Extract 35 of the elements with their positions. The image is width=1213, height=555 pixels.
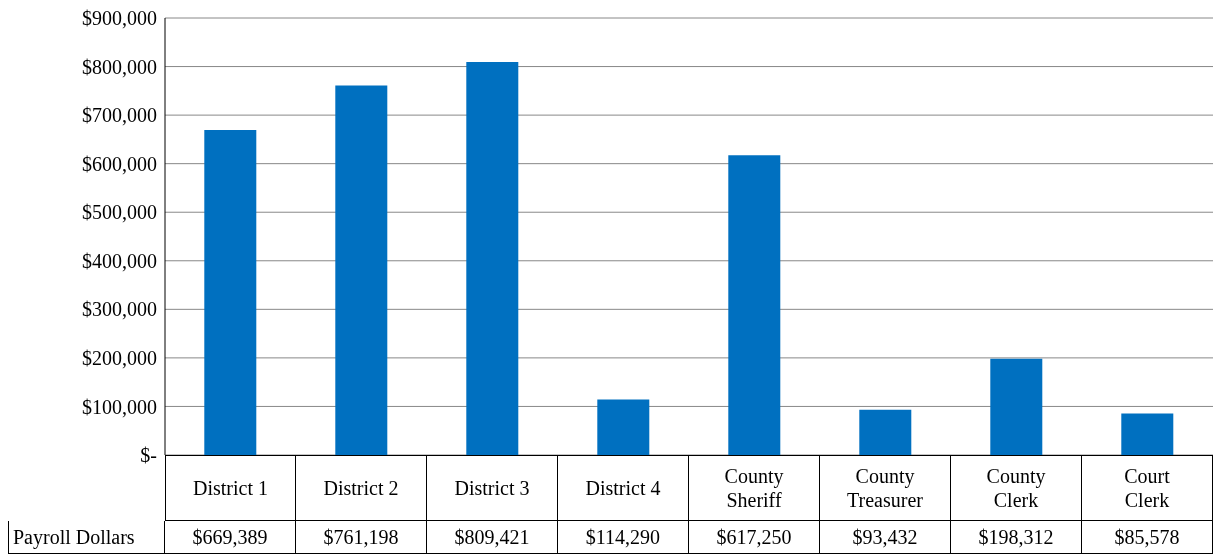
y-tick-label: $500,000 bbox=[82, 201, 157, 224]
data-label: $85,578 bbox=[1082, 521, 1213, 554]
x-tick-label: County Clerk bbox=[951, 455, 1082, 521]
bar bbox=[597, 399, 650, 455]
y-tick-label: $900,000 bbox=[82, 7, 157, 30]
bar bbox=[990, 358, 1043, 455]
y-tick-label: $800,000 bbox=[82, 55, 157, 78]
x-tick-label: District 4 bbox=[558, 455, 689, 521]
y-tick-label: $- bbox=[140, 444, 157, 467]
data-label: $114,290 bbox=[558, 521, 689, 554]
bar bbox=[466, 61, 519, 455]
y-tick-label: $200,000 bbox=[82, 346, 157, 369]
x-tick-label: District 1 bbox=[165, 455, 296, 521]
bar bbox=[335, 85, 388, 455]
y-tick-label: $400,000 bbox=[82, 249, 157, 272]
bar bbox=[859, 409, 912, 455]
text: Payroll Dollars bbox=[8, 521, 165, 554]
x-tick-label: Court Clerk bbox=[1082, 455, 1213, 521]
x-tick-label: County Sheriff bbox=[689, 455, 820, 521]
data-label: $617,250 bbox=[689, 521, 820, 554]
y-tick-label: $100,000 bbox=[82, 395, 157, 418]
data-label: $93,432 bbox=[820, 521, 951, 554]
data-label: $198,312 bbox=[951, 521, 1082, 554]
data-label: $809,421 bbox=[427, 521, 558, 554]
data-label: $669,389 bbox=[165, 521, 296, 554]
bar bbox=[728, 155, 781, 455]
bar bbox=[1121, 413, 1174, 455]
x-tick-label: County Treasurer bbox=[820, 455, 951, 521]
bar bbox=[204, 129, 257, 455]
data-label: $761,198 bbox=[296, 521, 427, 554]
y-tick-label: $300,000 bbox=[82, 298, 157, 321]
x-tick-label: District 2 bbox=[296, 455, 427, 521]
y-tick-label: $700,000 bbox=[82, 104, 157, 127]
y-tick-label: $600,000 bbox=[82, 152, 157, 175]
x-tick-label: District 3 bbox=[427, 455, 558, 521]
